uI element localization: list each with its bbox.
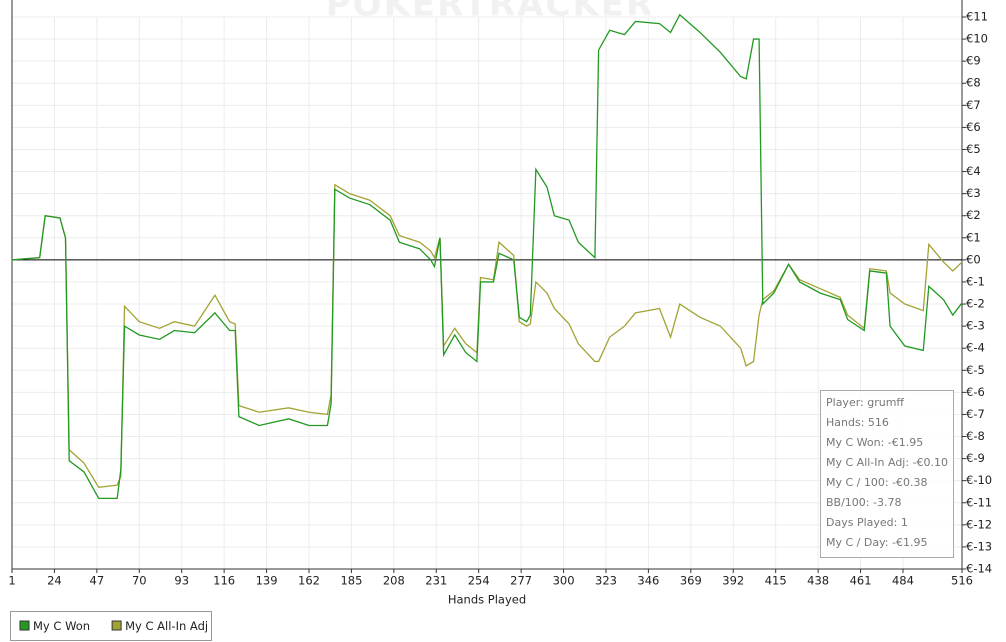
info-line: My C / 100: -€0.38 xyxy=(826,476,928,489)
y-tick-label: €3 xyxy=(966,186,981,200)
y-tick-label: €9 xyxy=(966,54,981,68)
y-tick-label: €-14 xyxy=(966,562,992,576)
y-tick-label: €4 xyxy=(966,164,981,178)
x-tick-label: 24 xyxy=(47,574,62,588)
info-line: BB/100: -3.78 xyxy=(826,496,901,509)
x-tick-label: 208 xyxy=(383,574,405,588)
info-line: My C All-In Adj: -€0.10 xyxy=(826,456,948,469)
info-line: Hands: 516 xyxy=(826,416,889,429)
y-tick-label: €-8 xyxy=(966,429,985,443)
series-line xyxy=(11,183,963,488)
y-tick-label: €-3 xyxy=(966,319,985,333)
legend xyxy=(10,611,212,641)
x-tick-label: 70 xyxy=(132,574,147,588)
y-tick-label: €-9 xyxy=(966,451,985,465)
x-tick-label: 484 xyxy=(892,574,914,588)
y-tick-label: €6 xyxy=(966,120,981,134)
y-tick-label: €5 xyxy=(966,142,981,156)
watermark: POKERTRACKER xyxy=(326,0,654,25)
y-tick-label: €-2 xyxy=(966,297,985,311)
x-tick-label: 392 xyxy=(722,574,744,588)
y-tick-label: €-7 xyxy=(966,407,985,421)
y-tick-label: €-13 xyxy=(966,539,992,553)
x-tick-label: 516 xyxy=(951,574,973,588)
x-tick-label: 1 xyxy=(8,574,15,588)
x-tick-label: 323 xyxy=(595,574,617,588)
info-line: Days Played: 1 xyxy=(826,516,908,529)
y-tick-label: €-4 xyxy=(966,341,985,355)
y-tick-label: €-1 xyxy=(966,274,985,288)
x-tick-label: 185 xyxy=(340,574,362,588)
y-tick-label: €0 xyxy=(966,252,981,266)
x-axis-label: Hands Played xyxy=(448,593,526,607)
legend-label: My C Won xyxy=(33,619,90,633)
y-tick-label: €-6 xyxy=(966,385,985,399)
y-tick-label: €8 xyxy=(966,76,981,90)
x-tick-label: 162 xyxy=(298,574,320,588)
x-tick-label: 277 xyxy=(510,574,532,588)
x-tick-label: 254 xyxy=(468,574,490,588)
legend-swatch xyxy=(19,620,30,631)
y-tick-label: €10 xyxy=(966,32,988,46)
info-line: Player: grumff xyxy=(826,396,904,409)
y-tick-label: €11 xyxy=(966,10,988,24)
legend-swatch xyxy=(111,620,122,631)
x-tick-label: 93 xyxy=(174,574,189,588)
y-tick-label: €1 xyxy=(966,230,981,244)
series-line xyxy=(11,13,963,499)
x-tick-label: 415 xyxy=(765,574,787,588)
x-tick-label: 346 xyxy=(637,574,659,588)
x-tick-label: 461 xyxy=(850,574,872,588)
info-line: My C Won: -€1.95 xyxy=(826,436,923,449)
y-tick-label: €-10 xyxy=(966,473,992,487)
x-tick-label: 300 xyxy=(553,574,575,588)
info-line: My C / Day: -€1.95 xyxy=(826,536,927,549)
x-tick-label: 231 xyxy=(425,574,447,588)
y-tick-label: €-12 xyxy=(966,517,992,531)
legend-label: My C All-In Adj xyxy=(125,619,208,633)
y-tick-label: €-11 xyxy=(966,495,992,509)
y-tick-label: €-5 xyxy=(966,363,985,377)
x-tick-label: 116 xyxy=(213,574,235,588)
x-tick-label: 47 xyxy=(90,574,105,588)
x-tick-label: 369 xyxy=(680,574,702,588)
y-tick-label: €2 xyxy=(966,208,981,222)
x-tick-label: 438 xyxy=(807,574,829,588)
x-tick-label: 139 xyxy=(256,574,278,588)
info-box xyxy=(820,390,954,558)
y-tick-label: €7 xyxy=(966,98,981,112)
